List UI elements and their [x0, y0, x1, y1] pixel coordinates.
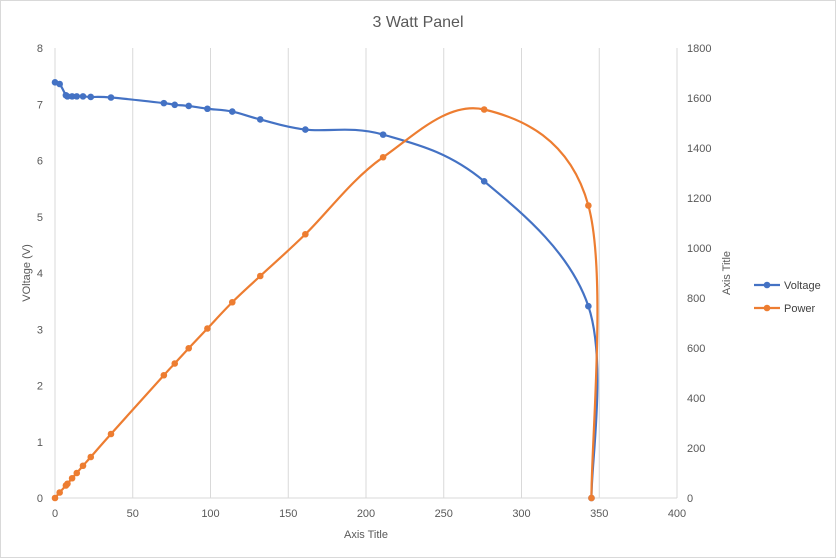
data-point-voltage: [204, 105, 211, 113]
right-axis-title: Axis Title: [721, 251, 733, 295]
data-point-power: [256, 272, 264, 280]
series-voltage: [51, 79, 599, 502]
right-tick-label: 0: [687, 493, 693, 505]
left-tick-label: 3: [37, 324, 43, 336]
right-tick-label: 1600: [687, 93, 711, 105]
x-tick-label: 50: [127, 508, 139, 520]
data-point-voltage: [185, 102, 193, 110]
x-tick-label: 150: [279, 508, 297, 520]
x-tick-label: 400: [668, 508, 686, 520]
right-tick-label: 1400: [687, 143, 711, 155]
data-point-power: [56, 489, 63, 496]
data-point-power: [64, 480, 71, 488]
data-point-voltage: [56, 80, 63, 88]
left-tick-label: 7: [37, 99, 43, 111]
data-point-power: [107, 430, 115, 438]
data-point-voltage: [302, 126, 309, 133]
x-tick-label: 350: [590, 508, 608, 520]
data-point-power: [480, 106, 488, 113]
right-tick-label: 1000: [687, 243, 711, 255]
right-tick-label: 400: [687, 393, 705, 405]
data-point-voltage: [79, 93, 87, 100]
left-tick-label: 5: [37, 212, 43, 224]
data-point-voltage: [585, 302, 592, 310]
left-axis-title: VOltage (V): [21, 244, 33, 301]
data-point-voltage: [160, 99, 168, 107]
left-tick-label: 1: [37, 437, 43, 449]
data-point-voltage: [107, 94, 115, 101]
legend-label: Power: [784, 303, 816, 315]
plot-series: [51, 79, 599, 502]
x-axis-title: Axis Title: [344, 529, 388, 541]
series-power: [51, 106, 599, 502]
data-point-power: [228, 298, 236, 306]
legend-marker: [763, 304, 771, 312]
data-point-voltage: [64, 93, 71, 100]
left-tick-label: 8: [37, 43, 43, 55]
x-tick-label: 300: [512, 508, 530, 520]
data-point-voltage: [256, 116, 264, 123]
left-tick-label: 0: [37, 493, 43, 505]
data-point-power: [79, 462, 87, 470]
data-point-power: [204, 325, 211, 332]
right-tick-label: 600: [687, 343, 705, 355]
x-tick-label: 0: [52, 508, 58, 520]
x-tick-label: 100: [201, 508, 219, 520]
series-line-voltage: [54, 81, 599, 499]
data-point-power: [68, 474, 76, 482]
right-tick-label: 1200: [687, 193, 711, 205]
data-point-power: [87, 453, 95, 461]
data-point-power: [51, 494, 59, 502]
data-point-power: [185, 344, 193, 352]
legend-marker: [763, 281, 771, 289]
data-point-voltage: [228, 108, 236, 115]
data-point-power: [585, 202, 592, 209]
legend: Voltage Power: [754, 280, 821, 315]
data-point-power: [588, 494, 595, 502]
left-tick-label: 4: [37, 268, 43, 280]
data-point-power: [160, 371, 168, 379]
data-point-voltage: [68, 93, 76, 100]
data-point-power: [73, 469, 81, 477]
legend-label: Voltage: [784, 280, 821, 292]
left-tick-label: 2: [37, 381, 43, 393]
series-line-power: [54, 107, 599, 499]
x-tick-label: 250: [435, 508, 453, 520]
chart-title: 3 Watt Panel: [372, 14, 463, 31]
data-point-voltage: [73, 93, 81, 100]
right-tick-label: 200: [687, 443, 705, 455]
data-point-voltage: [480, 178, 488, 185]
right-tick-label: 800: [687, 293, 705, 305]
legend-item-voltage: Voltage: [754, 280, 821, 292]
data-point-power: [379, 153, 387, 161]
gridlines: [132, 48, 678, 498]
legend-item-power: Power: [754, 303, 816, 315]
tick-labels: 0 50 100 150 200 250 300 350 4000123456780200400…: [37, 43, 712, 520]
right-tick-label: 1800: [687, 43, 711, 55]
data-point-voltage: [379, 131, 387, 138]
data-point-voltage: [87, 93, 95, 101]
data-point-power: [302, 230, 309, 238]
data-point-voltage: [171, 101, 179, 109]
left-tick-label: 6: [37, 156, 43, 168]
x-tick-label: 200: [357, 508, 375, 520]
data-point-power: [171, 360, 179, 367]
axes: [54, 48, 677, 499]
